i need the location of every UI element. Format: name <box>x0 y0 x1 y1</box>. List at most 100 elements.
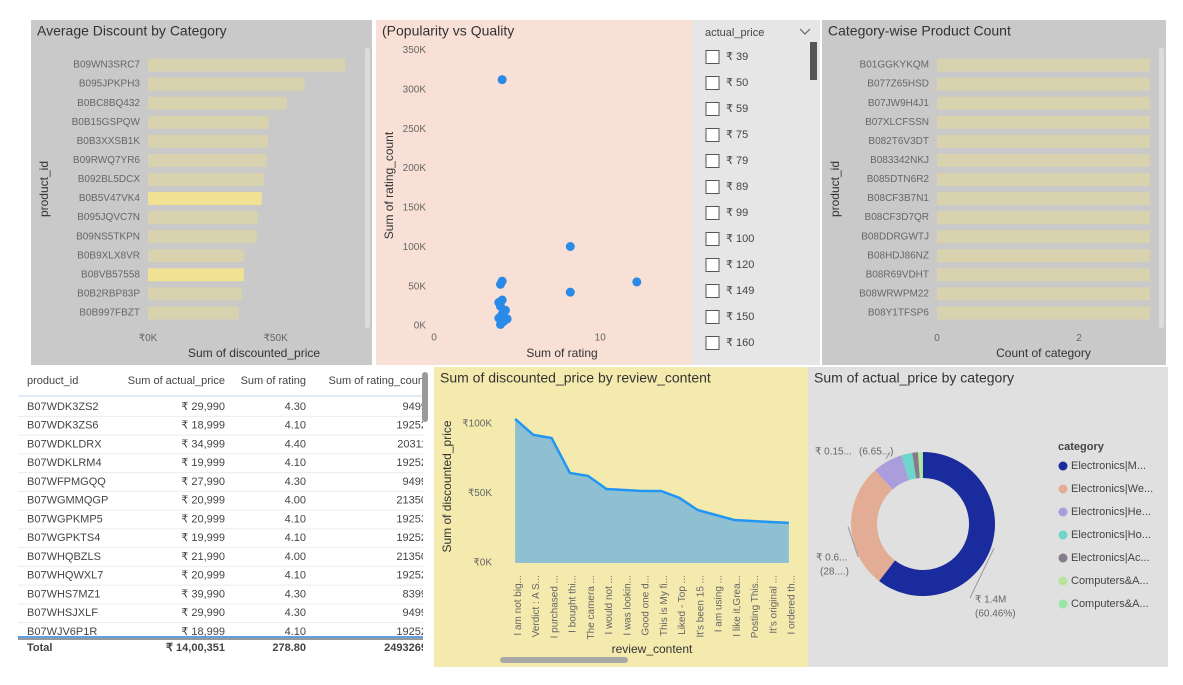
cell: 8399 <box>403 588 427 600</box>
slicer-item[interactable]: ₹ 50 <box>726 77 748 89</box>
bar <box>937 77 1150 91</box>
y-tick-label: B07XLCFSSN <box>865 117 929 128</box>
cell: 4.30 <box>285 401 306 413</box>
legend-swatch <box>1058 507 1068 517</box>
table: product_id Sum of actual_price Sum of rati… <box>18 375 427 657</box>
checkbox[interactable] <box>705 180 720 194</box>
y-tick-label: 200K <box>403 163 427 174</box>
chart-title: Sum of discounted_price by review_conten… <box>440 370 711 386</box>
cell: ₹ 29,990 <box>181 607 225 619</box>
x-axis-label: Count of category <box>996 346 1091 360</box>
checkbox[interactable] <box>705 284 720 298</box>
bar <box>148 58 346 72</box>
bar <box>937 115 1150 129</box>
y-tick-label: ₹100K <box>462 419 492 430</box>
checkbox[interactable] <box>705 154 720 168</box>
y-tick-label: B085DTN6R2 <box>867 174 930 185</box>
cell: B07WGPKMP5 <box>27 513 103 525</box>
legend-label: Electronics|We... <box>1071 483 1153 495</box>
table-panel <box>18 367 430 667</box>
slicer-item[interactable]: ₹ 150 <box>726 311 754 323</box>
cell: B07WJV6P1R <box>27 626 97 638</box>
cell: ₹ 20,999 <box>181 495 225 507</box>
cell: ₹ 19,999 <box>181 532 225 544</box>
x-tick-label: I like it,Grea... <box>732 575 743 637</box>
checkbox[interactable] <box>705 206 720 220</box>
bar <box>937 268 1150 282</box>
panel <box>376 20 692 365</box>
slicer-item[interactable]: ₹ 79 <box>726 155 748 167</box>
cell: 4.10 <box>285 532 306 544</box>
x-tick-label: 2 <box>1076 333 1082 344</box>
cell: ₹ 20,999 <box>181 513 225 525</box>
cell: 9499 <box>403 607 427 619</box>
slicer-item[interactable]: ₹ 149 <box>726 285 754 297</box>
point <box>565 242 575 252</box>
leader-line <box>885 451 891 460</box>
cell: 19252 <box>396 570 427 582</box>
bar <box>937 306 1150 320</box>
legend-label: Electronics|M... <box>1071 460 1146 472</box>
chart-title: Sum of actual_price by category <box>814 370 1014 386</box>
y-tick-label: B0B15GSPQW <box>72 117 141 128</box>
cell: 4.00 <box>285 551 306 563</box>
cell: 4.00 <box>285 495 306 507</box>
checkbox[interactable] <box>705 258 720 272</box>
bar <box>937 230 1150 244</box>
cell: 21350 <box>396 551 427 563</box>
total-cell: ₹ 14,00,351 <box>166 642 225 654</box>
slicer-item[interactable]: ₹ 89 <box>726 181 748 193</box>
cell: ₹ 20,999 <box>181 570 225 582</box>
slicer-item[interactable]: ₹ 75 <box>726 129 748 141</box>
y-tick-label: B0BC8BQ432 <box>77 98 140 109</box>
cell: 4.30 <box>285 476 306 488</box>
cell: 19253 <box>396 513 427 525</box>
checkbox[interactable] <box>705 232 720 246</box>
y-axis-label: Sum of discounted_price <box>440 420 454 552</box>
y-tick-label: B07JW9H4J1 <box>868 98 930 109</box>
slice <box>921 452 923 479</box>
y-tick-label: B0B5V47VK4 <box>79 193 141 204</box>
bar <box>937 287 1150 301</box>
checkbox[interactable] <box>705 310 720 324</box>
cell: B07WGMMQGP <box>27 495 108 507</box>
slicer-item[interactable]: ₹ 120 <box>726 259 754 271</box>
y-tick-label: 250K <box>403 124 427 135</box>
slicer-item[interactable]: ₹ 59 <box>726 103 748 115</box>
slice <box>912 452 920 479</box>
legend-label: Computers&A... <box>1071 575 1149 587</box>
y-tick-label: B0B9XLX8VR <box>77 250 140 261</box>
y-tick-label: B08CF3D7QR <box>865 212 929 223</box>
cell: 4.10 <box>285 626 306 638</box>
x-tick-label: This is My fi... <box>659 575 670 636</box>
checkbox[interactable] <box>705 76 720 90</box>
slicer-item[interactable]: ₹ 100 <box>726 233 754 245</box>
checkbox[interactable] <box>705 50 720 64</box>
checkbox[interactable] <box>705 102 720 116</box>
slicer-item[interactable]: ₹ 39 <box>726 51 748 63</box>
cell: 20311 <box>397 438 427 450</box>
slice <box>879 452 996 596</box>
legend-swatch <box>1058 553 1068 563</box>
chart-title: Average Discount by Category <box>37 23 227 39</box>
y-tick-label: B082T6V3DT <box>868 136 929 147</box>
leader-line <box>969 547 995 599</box>
bar <box>937 172 1150 186</box>
cell: 4.10 <box>285 420 306 432</box>
checkbox[interactable] <box>705 128 720 142</box>
cell: ₹ 18,999 <box>181 420 225 432</box>
slicer-chevron[interactable] <box>799 28 811 35</box>
y-tick-label: 350K <box>403 45 427 56</box>
y-tick-label: B08R69VDHT <box>866 269 929 280</box>
checkbox[interactable] <box>705 336 720 350</box>
y-tick-label: B08HDJ86NZ <box>867 250 929 261</box>
point <box>502 314 512 324</box>
slicer-item[interactable]: ₹ 99 <box>726 207 748 219</box>
y-tick-label: 0K <box>414 321 427 332</box>
y-tick-label: B08VB57558 <box>81 269 140 280</box>
y-tick-label: 100K <box>403 242 427 253</box>
slicer-item[interactable]: ₹ 160 <box>726 337 754 349</box>
y-tick-label: B095JQVC7N <box>77 212 140 223</box>
bar <box>148 172 264 186</box>
x-tick-label: I ordered th... <box>787 575 798 634</box>
